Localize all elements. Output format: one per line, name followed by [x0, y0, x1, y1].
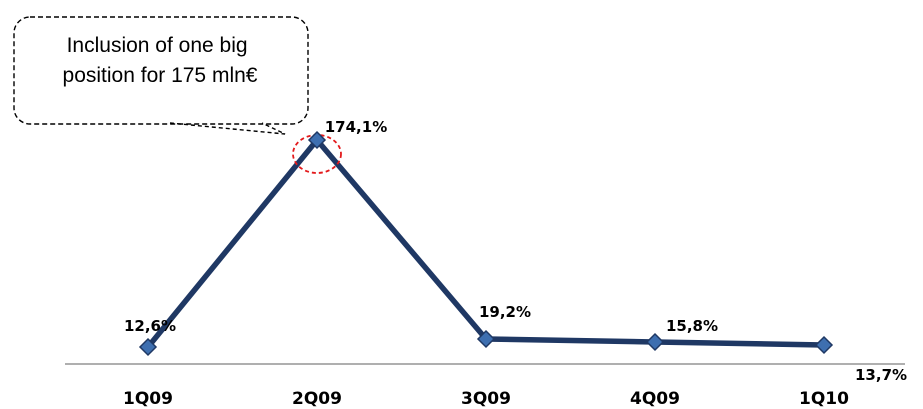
marker-4Q09: [645, 332, 665, 352]
annotation-line-1: Inclusion of one big: [67, 34, 248, 57]
annotation-box: [13, 16, 309, 125]
data-label-1Q10: 13,7%: [855, 366, 907, 384]
data-label-1Q09: 12,6%: [124, 317, 176, 335]
x-tick-labels: 1Q09 2Q09 3Q09 4Q09 1Q10: [123, 389, 849, 409]
data-label-4Q09: 15,8%: [666, 317, 718, 335]
x-tick-label-2Q09: 2Q09: [292, 389, 342, 409]
marker-3Q09: [476, 329, 496, 349]
x-tick-label-3Q09: 3Q09: [461, 389, 511, 409]
x-tick-label-1Q10: 1Q10: [799, 389, 849, 409]
marker-1Q10: [814, 335, 834, 355]
data-labels: 12,6% 174,1% 19,2% 15,8% 13,7%: [124, 118, 907, 384]
data-label-2Q09: 174,1%: [325, 118, 387, 136]
data-label-3Q09: 19,2%: [479, 303, 531, 321]
x-tick-label-1Q09: 1Q09: [123, 389, 173, 409]
annotation-line-2: position for 175 mln€: [63, 64, 258, 87]
annotation-pointer: [169, 122, 286, 135]
annotation-callout: Inclusion of one big position for 175 ml…: [13, 16, 309, 135]
series-markers: [138, 130, 834, 357]
x-tick-label-4Q09: 4Q09: [630, 389, 680, 409]
marker-2Q09: [307, 130, 327, 150]
annotation-text: Inclusion of one big position for 175 ml…: [63, 34, 258, 87]
marker-1Q09: [138, 337, 158, 357]
